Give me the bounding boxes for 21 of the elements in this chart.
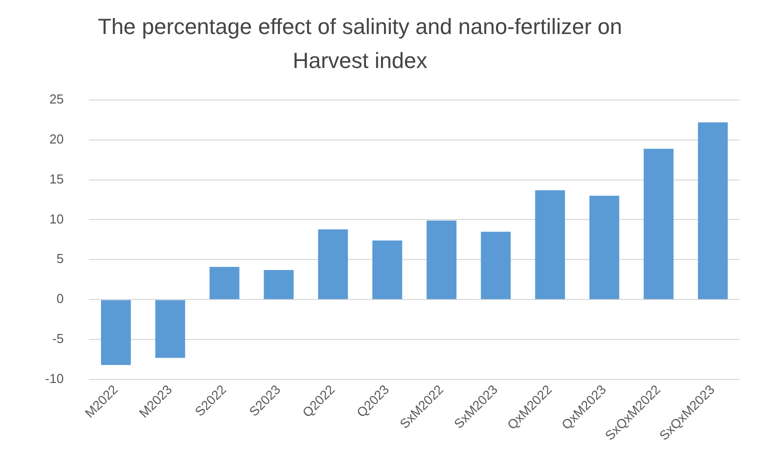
bar: [426, 220, 456, 300]
y-tick-label: 15: [49, 171, 64, 186]
y-tick-label: 0: [56, 291, 64, 306]
bar: [644, 148, 674, 300]
bar: [101, 300, 131, 366]
y-tick-label: 25: [49, 92, 64, 107]
bar: [264, 270, 294, 300]
bar: [318, 229, 348, 300]
y-tick-label: -5: [52, 331, 64, 346]
bar: [480, 232, 511, 300]
bar: [372, 240, 402, 300]
bar: [535, 190, 565, 300]
y-tick-label: 5: [56, 251, 64, 266]
bar: [210, 266, 240, 300]
bar: [155, 300, 186, 358]
bar: [698, 122, 728, 300]
bar: [589, 196, 620, 300]
y-tick-label: 10: [49, 211, 64, 226]
chart-title: The percentage effect of salinity and nano-fertilizer on Harvest index: [96, 13, 624, 75]
y-tick-label: 20: [49, 131, 64, 146]
y-tick-label: -10: [44, 370, 64, 386]
